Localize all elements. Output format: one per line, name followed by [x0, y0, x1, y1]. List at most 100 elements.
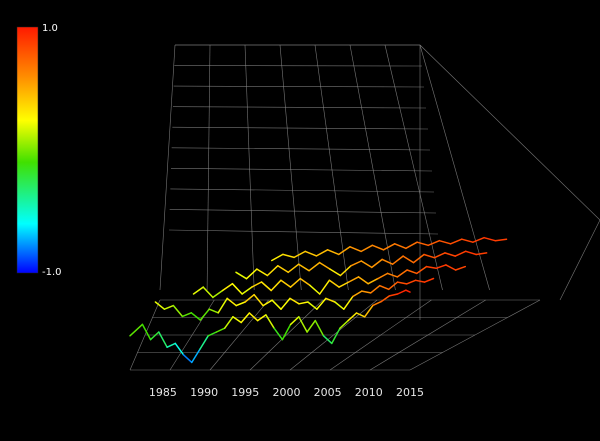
series-segment: [248, 312, 259, 322]
series-segment: [329, 268, 342, 277]
x-tick-label: 1990: [190, 386, 218, 399]
series-segment: [256, 268, 269, 277]
series-segment: [289, 316, 300, 326]
series-segment: [129, 323, 144, 337]
series-segment: [402, 255, 415, 264]
series-segment: [454, 265, 467, 271]
series-segment: [192, 286, 204, 295]
series-segment: [349, 246, 362, 253]
series-segment: [215, 327, 226, 333]
grid-vertical-line: [244, 44, 255, 291]
colorbar-max-label: 1.0: [42, 23, 58, 34]
series-segment: [315, 249, 329, 257]
series-segment: [386, 272, 399, 278]
series-line-3: [192, 264, 467, 299]
series-segment: [231, 282, 243, 295]
series-segment: [361, 290, 372, 294]
series-segment: [396, 281, 408, 285]
series-segment: [223, 316, 234, 329]
series-segment: [445, 264, 457, 271]
series-segment: [322, 335, 333, 345]
series-segment: [318, 261, 331, 270]
grid-horizontal-line: [172, 126, 429, 130]
series-segment: [382, 243, 396, 251]
series-segment: [163, 304, 175, 310]
series-segment: [338, 281, 350, 288]
series-segment: [280, 279, 292, 288]
series-segment: [380, 295, 391, 303]
series-segment: [405, 241, 418, 250]
grid-vertical-line: [206, 44, 211, 291]
series-segment: [208, 308, 219, 314]
series-segment: [472, 236, 485, 243]
series-segment: [454, 250, 467, 257]
series-segment: [293, 250, 307, 259]
x-axis-ticks: 1985 1990 1995 2000 2005 2010 2015: [149, 386, 424, 399]
series-group: [129, 236, 508, 364]
series-segment: [405, 289, 411, 293]
series-segment: [212, 289, 224, 299]
series-segment: [226, 297, 237, 307]
series-segment: [280, 297, 291, 310]
grid-vertical-line: [314, 44, 349, 291]
series-segment: [339, 265, 352, 277]
series-segment: [387, 281, 399, 291]
series-segment: [377, 272, 389, 280]
series-segment: [369, 284, 381, 294]
series-segment: [174, 342, 185, 356]
x-tick-label: 1985: [149, 386, 177, 399]
series-segment: [393, 243, 407, 250]
series-segment: [360, 244, 374, 253]
series-segment: [363, 304, 374, 318]
series-segment: [464, 250, 477, 256]
series-segment: [281, 323, 292, 341]
series-segment: [483, 236, 497, 242]
series-segment: [190, 312, 202, 321]
series-segment: [381, 258, 394, 265]
series-segment: [378, 284, 390, 291]
series-segment: [240, 312, 251, 324]
series-segment: [371, 258, 383, 269]
series-segment: [352, 290, 363, 298]
series-segment: [388, 293, 399, 297]
series-segment: [367, 277, 379, 285]
series-segment: [298, 301, 309, 305]
series-segment: [423, 277, 435, 283]
series-segment: [304, 250, 318, 257]
series-segment: [277, 265, 289, 274]
series-line-5: [271, 236, 508, 262]
series-segment: [396, 269, 408, 278]
series-segment: [316, 297, 327, 310]
series-segment: [435, 264, 447, 270]
grid-vertical-line: [349, 44, 396, 291]
series-segment: [425, 265, 437, 270]
series-segment: [414, 279, 426, 283]
series-segment: [273, 327, 284, 341]
series-segment: [256, 314, 267, 322]
series-segment: [287, 263, 300, 274]
series-segment: [331, 327, 341, 345]
series-segment: [416, 241, 429, 247]
series-segment: [262, 299, 273, 307]
series-segment: [405, 279, 417, 285]
series-line-1: [129, 289, 411, 364]
series-line-2: [154, 277, 435, 321]
series-segment: [270, 279, 282, 292]
series-segment: [438, 239, 452, 245]
grid-horizontal-line: [173, 85, 425, 88]
series-segment: [371, 244, 385, 251]
series-segment: [166, 342, 177, 348]
series-segment: [191, 348, 201, 364]
series-segment: [343, 295, 354, 310]
series-segment: [221, 282, 234, 292]
series-segment: [207, 331, 218, 337]
series-segment: [325, 297, 336, 303]
grid-horizontal-line: [171, 147, 431, 151]
series-segment: [266, 265, 279, 277]
series-segment: [449, 238, 463, 245]
series-segment: [461, 238, 474, 243]
series-segment: [298, 316, 308, 333]
series-segment: [350, 260, 363, 267]
series-segment: [289, 277, 302, 288]
